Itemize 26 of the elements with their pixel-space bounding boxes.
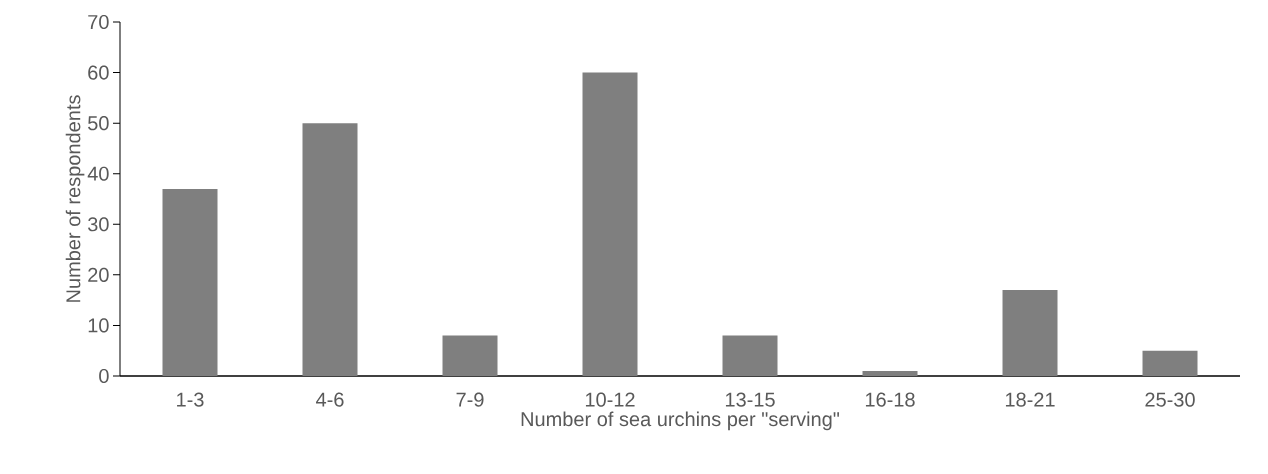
y-tick-label: 50: [88, 116, 109, 131]
y-tick-label: 20: [88, 267, 109, 282]
bar: [302, 123, 358, 376]
y-tick-label: 60: [88, 65, 109, 80]
bar: [162, 188, 218, 376]
bar: [722, 335, 778, 376]
x-tick-label: 7-9: [456, 392, 484, 407]
bar: [582, 72, 638, 376]
x-tick-label: 25-30: [1145, 392, 1195, 407]
bar: [862, 370, 918, 376]
y-tick-label: 70: [88, 14, 109, 30]
bar: [1002, 290, 1058, 376]
x-tick-label: 4-6: [316, 392, 344, 407]
x-tick-label: 10-12: [585, 392, 635, 407]
y-tick-label: 40: [87, 166, 109, 181]
bar: [1142, 350, 1198, 376]
bar: [442, 335, 498, 376]
y-tick-label: 10: [88, 318, 109, 333]
x-tick-label: 18-21: [1005, 392, 1055, 407]
x-tick-label: 13-15: [725, 392, 775, 407]
x-tick-label: 1-3: [177, 392, 204, 407]
x-axis-title: Number of sea urchins per "serving": [521, 411, 840, 431]
y-tick-label: 30: [87, 217, 109, 232]
x-tick-label: 16-18: [865, 392, 915, 407]
y-axis-title: Number of respondents: [65, 95, 85, 302]
y-tick-label: 0: [99, 368, 109, 384]
